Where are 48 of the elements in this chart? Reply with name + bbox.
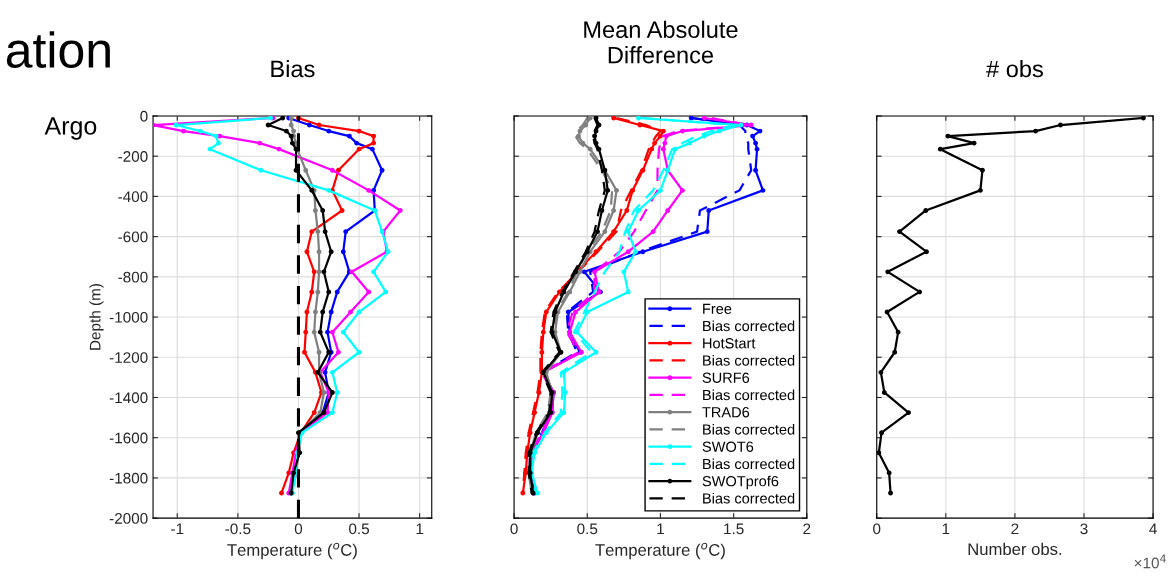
x-tick-label: -1 <box>171 523 184 535</box>
x-tick-label: 1 <box>942 523 950 535</box>
x-tick-label: 1 <box>416 523 424 535</box>
y-tick-label: -1000 <box>109 311 148 323</box>
legend-label: Free <box>703 303 732 314</box>
x-tick-label: 3 <box>1080 523 1088 535</box>
chart-title: # obs <box>986 59 1043 78</box>
x-tick-label: 2 <box>1011 523 1019 535</box>
legend-label: SURF6 <box>702 372 750 383</box>
legend-label: Bias corrected <box>703 354 795 366</box>
y-tick-label: 0 <box>140 110 148 122</box>
x-tick-label: 0 <box>510 523 518 535</box>
text: ×10$^{4}$ <box>1134 554 1166 569</box>
legend-label: Bias corrected <box>703 458 795 470</box>
y-tick-label: -1600 <box>109 432 148 444</box>
x-tick-label: 0 <box>873 523 881 535</box>
legend-label: SWOT6 <box>702 441 754 452</box>
chart-title: Mean Absolute Difference <box>584 20 738 64</box>
legend-label: Bias corrected <box>703 423 795 435</box>
legend-label: TRAD6 <box>702 407 750 418</box>
x-tick-label: 2 <box>803 523 811 535</box>
legend-label: Bias corrected <box>703 389 795 401</box>
y-tick-label: -600 <box>118 231 148 243</box>
y-tick-label: -2000 <box>109 513 148 524</box>
x-tick-label: -0.5 <box>225 523 251 535</box>
x-tick-label: 1.5 <box>724 523 744 535</box>
text: ation <box>6 31 110 69</box>
y-tick-label: -1400 <box>109 392 148 404</box>
x-tick-label: 4 <box>1149 523 1157 535</box>
x-axis-title: Number obs. <box>968 542 1062 556</box>
chart-title: Bias <box>271 59 315 78</box>
text: Argo <box>44 117 97 140</box>
x-axis-title: Temperature ($^{o}$C) <box>595 542 725 560</box>
x-tick-label: 1 <box>657 523 664 535</box>
x-tick-label: 0 <box>294 523 303 535</box>
x-tick-label: 0.5 <box>577 523 598 535</box>
y-tick-label: -400 <box>118 191 148 203</box>
y-tick-label: -1200 <box>109 352 148 363</box>
x-axis-title: Temperature ($^{o}$C) <box>227 542 357 560</box>
y-tick-label: -800 <box>118 271 148 283</box>
y-tick-label: -1800 <box>109 472 148 484</box>
x-tick-label: 0.5 <box>349 523 370 535</box>
legend-label: Bias corrected <box>703 492 795 504</box>
y-axis-title: Depth (m) <box>89 284 104 350</box>
legend-label: Bias corrected <box>703 320 795 332</box>
legend-label: SWOTprof6 <box>702 475 779 490</box>
legend-label: HotStart <box>703 338 756 349</box>
y-tick-label: -200 <box>118 151 148 162</box>
